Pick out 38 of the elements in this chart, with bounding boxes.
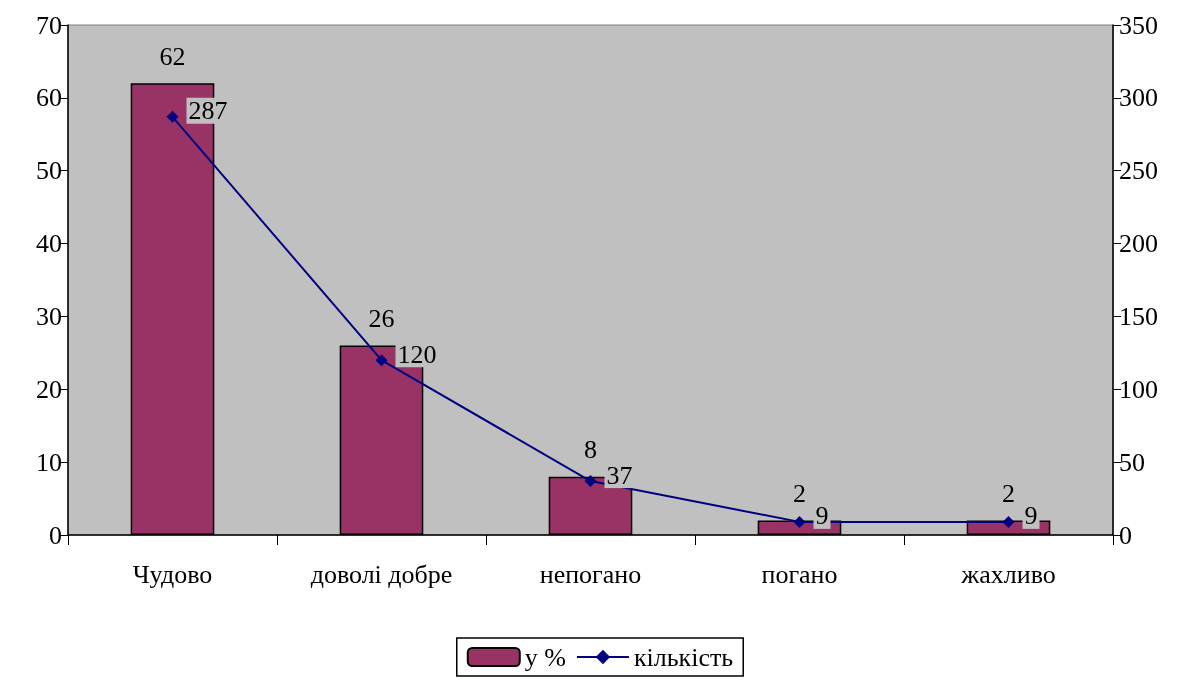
data-label: 9 — [815, 501, 829, 531]
legend-label: кількість — [633, 642, 734, 672]
data-label: 26 — [368, 304, 395, 334]
y2-tick-label: 0 — [1119, 520, 1132, 550]
x-tick-label: погано — [761, 559, 838, 589]
legend-label: у % — [524, 642, 566, 672]
x-tick-label: непогано — [539, 559, 642, 589]
data-label: 287 — [188, 96, 228, 126]
y-tick-label: 30 — [36, 301, 62, 331]
data-label: 2 — [793, 478, 806, 508]
point — [584, 475, 597, 488]
data-label: 8 — [584, 435, 597, 465]
y-tick-label: 20 — [36, 374, 62, 404]
y2-tick-label: 250 — [1119, 156, 1158, 186]
y-tick-label: 0 — [49, 520, 62, 550]
x-tick-label: Чудово — [132, 559, 213, 589]
y2-tick-label: 100 — [1119, 374, 1158, 404]
point — [166, 110, 179, 123]
y2-tick-label: 300 — [1119, 83, 1158, 113]
data-label: 120 — [397, 339, 437, 369]
y2-tick-label: 50 — [1119, 447, 1145, 477]
point — [1002, 515, 1015, 528]
x-tick-label: жахливо — [960, 559, 1056, 589]
data-label: 62 — [159, 41, 186, 71]
y-tick-label: 70 — [36, 10, 62, 40]
x-tick-label: доволі добре — [310, 559, 453, 589]
data-label: 37 — [606, 460, 633, 490]
point — [375, 354, 388, 367]
y-tick-label: 40 — [36, 229, 62, 259]
y-tick-label: 50 — [36, 156, 62, 186]
y2-tick-label: 350 — [1119, 10, 1158, 40]
data-label: 2 — [1002, 478, 1015, 508]
y-tick-label: 60 — [36, 83, 62, 113]
point — [793, 515, 806, 528]
data-label: 9 — [1024, 501, 1038, 531]
y-tick-label: 10 — [36, 447, 62, 477]
y2-tick-label: 200 — [1119, 229, 1158, 259]
y2-tick-label: 150 — [1119, 301, 1158, 331]
